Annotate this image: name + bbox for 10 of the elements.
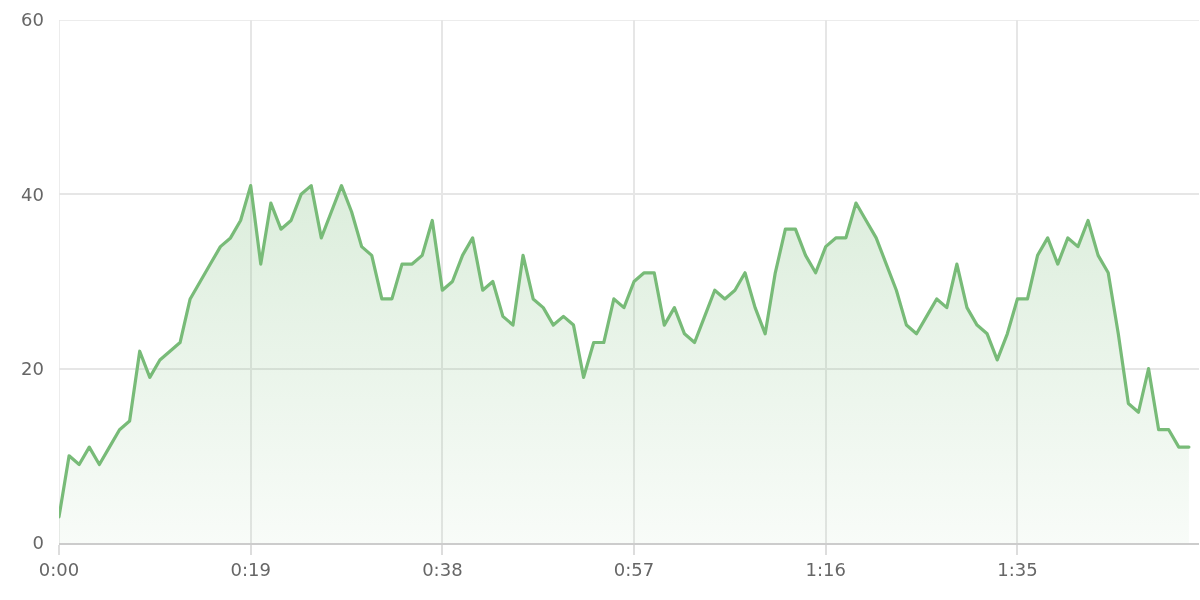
x-tick-label: 0:00: [38, 559, 80, 581]
y-tick-label: 20: [21, 357, 44, 379]
x-tick-label: 0:57: [613, 559, 655, 581]
y-tick-label: 40: [21, 183, 44, 205]
x-tick-label: 0:38: [422, 559, 463, 581]
x-tick-label: 1:16: [805, 559, 846, 581]
x-tick-label: 0:19: [230, 559, 271, 581]
x-tick-label: 1:35: [997, 559, 1038, 581]
y-tick-label: 60: [21, 9, 44, 31]
y-tick-label: 0: [32, 532, 44, 554]
